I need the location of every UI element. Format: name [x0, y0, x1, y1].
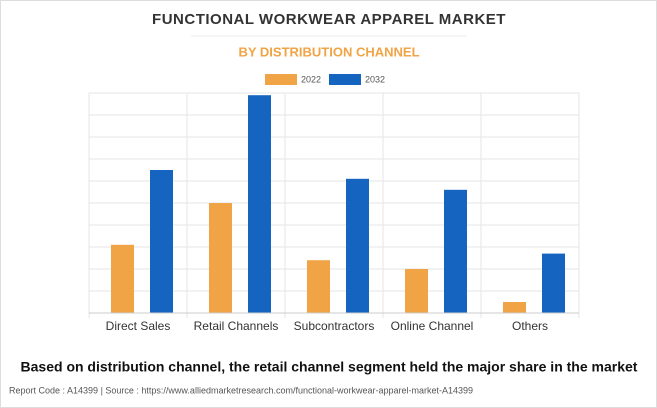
bar	[209, 203, 232, 313]
bar	[111, 244, 134, 313]
bar	[444, 189, 467, 313]
x-tick-label: Subcontractors	[294, 319, 375, 333]
legend-swatch	[329, 74, 361, 85]
chart-title: FUNCTIONAL WORKWEAR APPAREL MARKET	[152, 11, 506, 28]
bar	[503, 302, 526, 313]
legend-swatch	[265, 74, 297, 85]
bar	[248, 95, 271, 313]
bar	[405, 269, 428, 313]
x-tick-label: Others	[512, 319, 548, 333]
chart-subtitle: BY DISTRIBUTION CHANNEL	[238, 44, 419, 59]
legend-label: 2032	[365, 74, 385, 84]
bar	[150, 170, 173, 313]
source: Report Code : A14399 | Source : https://…	[9, 385, 473, 395]
legend-label: 2022	[301, 74, 321, 84]
x-tick-label: Retail Channels	[194, 319, 279, 333]
bar	[307, 260, 330, 313]
x-tick-label: Direct Sales	[106, 319, 171, 333]
bar	[346, 178, 369, 313]
x-tick-label: Online Channel	[391, 319, 474, 333]
bar	[542, 253, 565, 313]
caption: Based on distribution channel, the retai…	[21, 359, 638, 375]
